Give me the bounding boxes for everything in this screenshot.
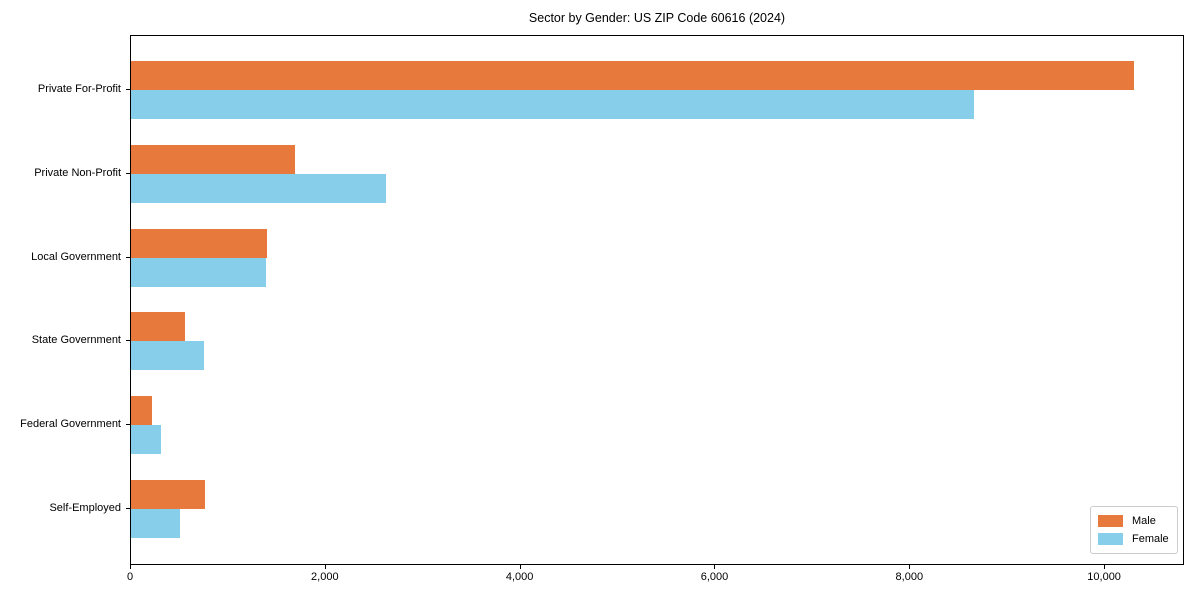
bar-male-federal-government — [131, 396, 152, 426]
category-label-state-government: State Government — [31, 334, 121, 347]
bar-female-private-for-profit — [131, 90, 974, 119]
x-axis-tick — [519, 565, 521, 569]
x-tick-label: 0 — [126, 571, 134, 583]
plot-area — [130, 35, 1184, 565]
bar-female-self-employed — [131, 509, 180, 538]
x-tick-label: 2,000 — [311, 571, 339, 583]
legend-row-female: Female — [1098, 532, 1170, 545]
legend-swatch-male — [1098, 515, 1123, 528]
bar-male-private-for-profit — [131, 61, 1134, 90]
bar-female-state-government — [131, 341, 204, 371]
bar-male-local-government — [131, 228, 267, 258]
x-axis-tick — [909, 565, 911, 569]
legend-label-female: Female — [1132, 532, 1169, 545]
x-axis-tick — [714, 565, 716, 569]
legend-label-male: Male — [1132, 515, 1156, 528]
bar-female-local-government — [131, 257, 266, 287]
bar-male-private-non-profit — [131, 144, 295, 174]
bar-female-private-non-profit — [131, 173, 386, 203]
x-tick-label: 6,000 — [700, 571, 729, 583]
category-label-private-non-profit: Private Non-Profit — [34, 166, 121, 179]
y-axis-tick — [126, 508, 130, 509]
legend-swatch-female — [1098, 532, 1123, 545]
y-axis-tick — [126, 340, 130, 342]
x-axis-tick — [324, 565, 326, 569]
legend-row-male: Male — [1098, 515, 1170, 528]
bar-male-state-government — [131, 312, 185, 342]
bar-male-self-employed — [131, 480, 205, 509]
x-tick-label: 4,000 — [505, 571, 534, 583]
category-label-private-for-profit: Private For-Profit — [37, 83, 121, 95]
category-label-self-employed: Self-Employed — [49, 502, 121, 514]
y-axis-tick — [126, 89, 130, 90]
legend: Male Female — [1090, 506, 1178, 554]
x-axis-tick — [130, 565, 131, 569]
y-axis-tick — [126, 424, 130, 426]
x-axis-tick — [1104, 565, 1106, 569]
category-label-federal-government: Federal Government — [20, 418, 121, 431]
x-tick-label: 10,000 — [1087, 571, 1121, 583]
chart-title: Sector by Gender: US ZIP Code 60616 (202… — [528, 11, 786, 25]
bar-female-federal-government — [131, 425, 161, 455]
y-axis-tick — [126, 256, 130, 258]
x-tick-label: 8,000 — [895, 571, 924, 583]
category-label-local-government: Local Government — [31, 250, 121, 263]
y-axis-tick — [126, 172, 130, 174]
